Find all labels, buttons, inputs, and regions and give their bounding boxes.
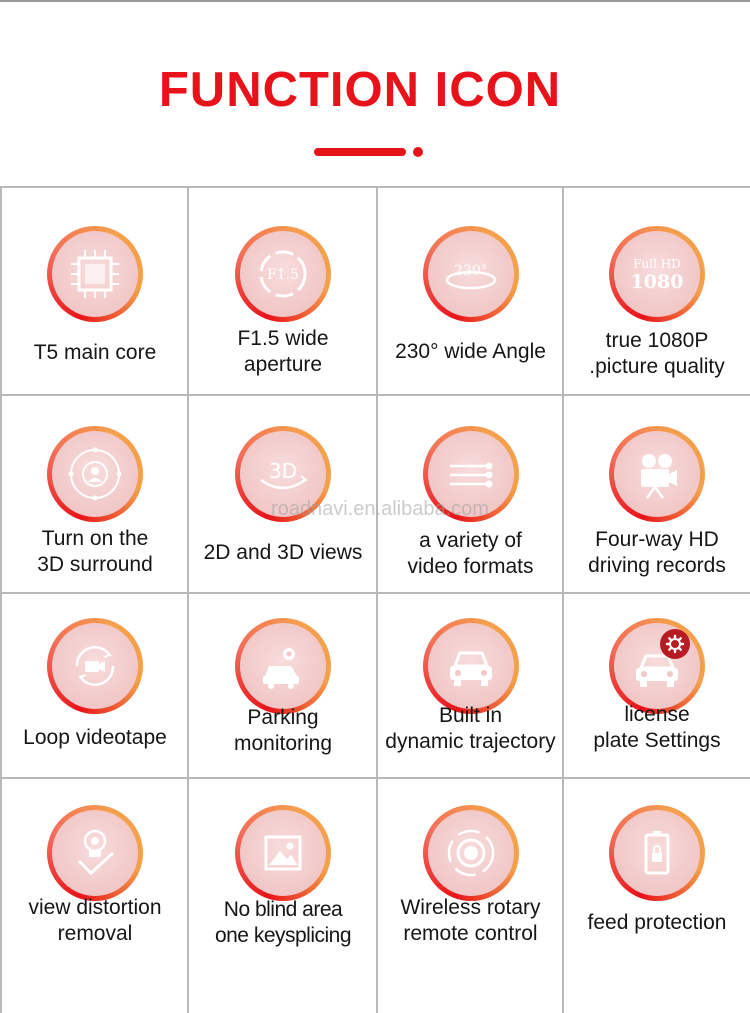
feature-label: 230° wide Angle — [395, 340, 546, 363]
parking-monitor-icon-ring — [235, 618, 331, 714]
video-formats-icon-ring — [422, 426, 519, 522]
feature-cell-rotary-remote: Wireless rotary remote control — [376, 777, 563, 1013]
feature-label: F1.5 wide aperture — [237, 327, 329, 376]
feature-label: Built in dynamic trajectory — [385, 704, 556, 753]
feature-cell-loop: Loop videotape — [0, 592, 188, 779]
chip-icon — [52, 231, 138, 317]
feature-cell-splicing: No blind area one keysplicing — [187, 777, 377, 1013]
feature-cell-full-hd: Full HD 1080 true 1080P .picture quality — [562, 186, 750, 396]
feature-cell-parking: Parking monitoring — [187, 592, 377, 779]
wide-angle-icon-ring: 230° — [422, 226, 519, 322]
feature-cell-3d-views: 3D 2D and 3D views — [187, 394, 377, 594]
feature-label: view distortion removal — [28, 896, 162, 945]
svg-text:Full HD: Full HD — [633, 257, 681, 271]
distortion-camera-icon — [52, 810, 138, 896]
car-icon — [427, 623, 514, 709]
film-camera-icon-ring — [609, 426, 705, 522]
feature-cell-wide-angle: 230° 230° wide Angle — [376, 186, 563, 396]
svg-text:F1.5: F1.5 — [267, 267, 299, 283]
feature-label: T5 main core — [33, 341, 157, 364]
distortion-camera-icon-ring — [47, 805, 143, 901]
title-underline-dot — [413, 147, 423, 157]
svg-text:1080: 1080 — [631, 271, 684, 293]
feature-label: Parking monitoring — [233, 706, 333, 755]
car-icon-ring — [422, 618, 519, 714]
surround-view-icon — [52, 431, 138, 517]
feature-label: 2D and 3D views — [203, 541, 363, 564]
feature-cell-distortion: view distortion removal — [0, 777, 188, 1013]
image-icon-ring — [235, 805, 331, 901]
feature-cell-main-core: T5 main core — [0, 186, 188, 396]
feature-label: a variety of video formats — [407, 529, 534, 578]
top-border — [0, 0, 750, 2]
feature-cell-feed-protection: feed protection — [562, 777, 750, 1013]
feature-label: Wireless rotary remote control — [400, 896, 541, 945]
feature-cell-four-way: Four-way HD driving records — [562, 394, 750, 594]
aperture-icon-ring: F1.5 — [235, 226, 331, 322]
title-underline — [314, 148, 406, 156]
feature-label: Turn on the 3D surround — [37, 527, 153, 576]
watermark: roadnavi.en.alibaba.com — [271, 498, 489, 520]
car-settings-icon — [614, 623, 700, 709]
car-settings-icon-ring — [609, 618, 705, 714]
battery-lock-icon-ring — [609, 805, 705, 901]
feature-label: Four-way HD driving records — [588, 528, 726, 577]
battery-lock-icon — [614, 810, 700, 896]
video-formats-icon — [427, 431, 514, 517]
svg-text:230°: 230° — [454, 263, 488, 279]
feature-cell-aperture: F1.5 F1.5 wide aperture — [187, 186, 377, 396]
feature-label: No blind area one keysplicing — [214, 898, 352, 947]
image-icon — [240, 810, 326, 896]
feature-label: Loop videotape — [23, 726, 167, 749]
gear-icon — [660, 629, 690, 659]
full-hd-icon-ring: Full HD 1080 — [609, 226, 705, 322]
feature-cell-video-formats: a variety of video formats — [376, 394, 563, 594]
aperture-icon: F1.5 — [240, 231, 326, 317]
page-title: FUNCTION ICON — [158, 63, 562, 117]
feature-cell-license-plate: license plate Settings — [562, 592, 750, 779]
feature-cell-trajectory: Built in dynamic trajectory — [376, 592, 563, 779]
3d-view-icon: 3D — [240, 431, 326, 517]
3d-view-icon-ring: 3D — [235, 426, 331, 522]
parking-monitor-icon — [240, 623, 326, 709]
chip-icon-ring — [47, 226, 143, 322]
svg-text:3D: 3D — [269, 459, 297, 483]
full-hd-icon: Full HD 1080 — [614, 231, 700, 317]
wide-angle-icon: 230° — [427, 231, 514, 317]
rotary-remote-icon — [427, 810, 514, 896]
loop-recording-icon-ring — [47, 618, 143, 714]
rotary-remote-icon-ring — [422, 805, 519, 901]
feature-label: feed protection — [587, 911, 727, 934]
surround-view-icon-ring — [47, 426, 143, 522]
feature-label: true 1080P .picture quality — [589, 329, 725, 378]
film-camera-icon — [614, 431, 700, 517]
feature-grid: T5 main core F1.5 F1.5 wide aperture 230°… — [0, 186, 750, 1013]
feature-cell-surround: Turn on the 3D surround — [0, 394, 188, 594]
loop-recording-icon — [52, 623, 138, 709]
feature-label: license plate Settings — [593, 703, 721, 752]
